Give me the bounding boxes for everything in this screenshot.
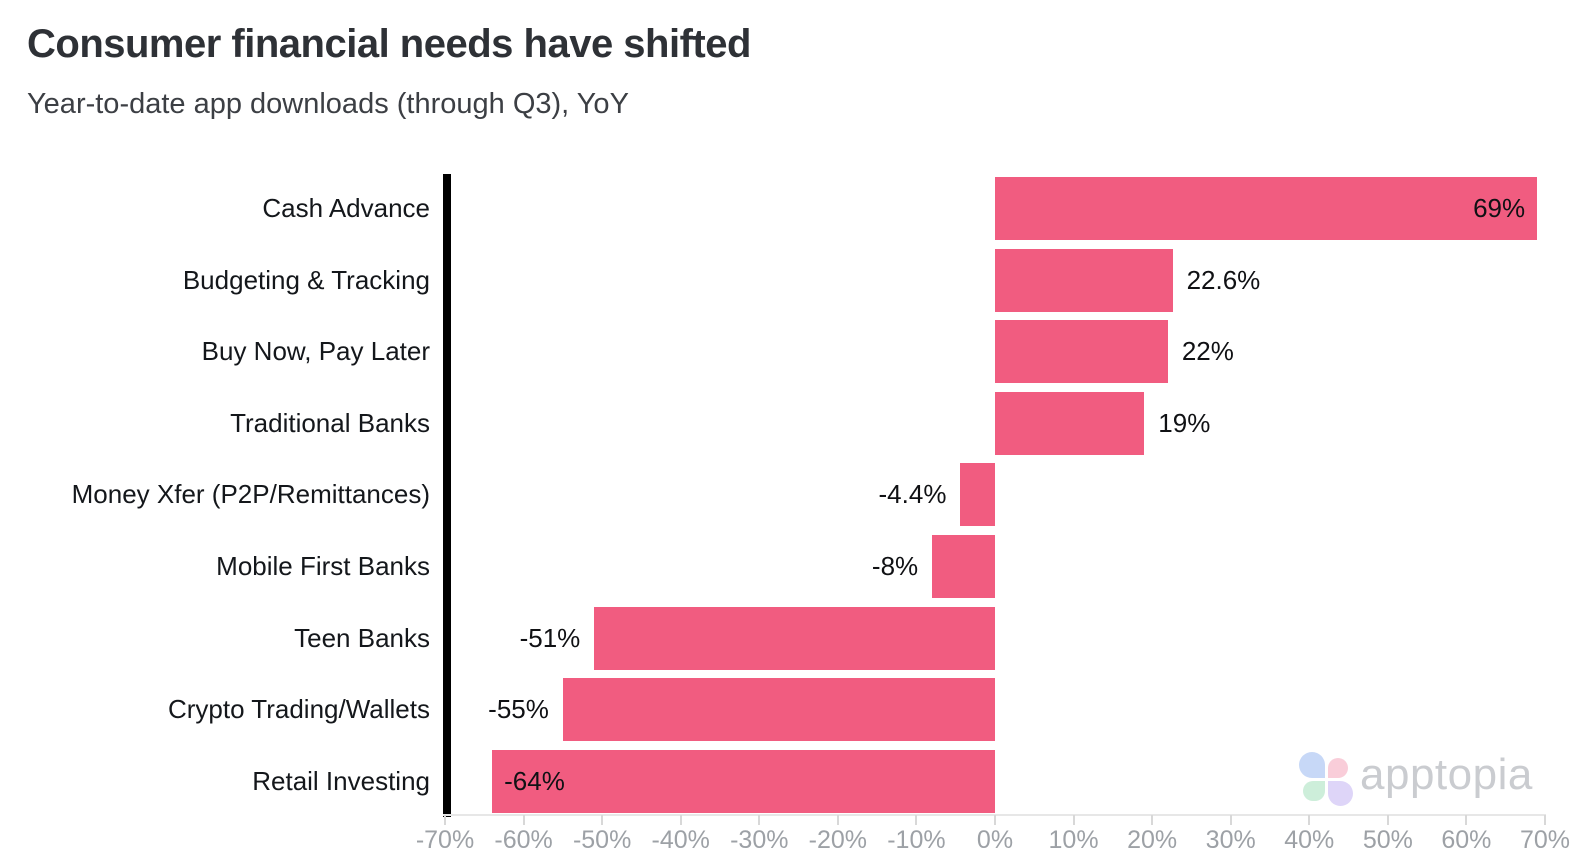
x-tick	[1543, 815, 1546, 825]
category-label: Traditional Banks	[230, 408, 430, 438]
logo-leaf-blue-icon	[1299, 752, 1325, 778]
x-tick-label: 40%	[1284, 826, 1335, 854]
x-tick-label: 50%	[1362, 826, 1413, 854]
x-tick-label: -40%	[651, 826, 710, 854]
x-tick	[679, 815, 682, 825]
bar	[995, 392, 1145, 455]
value-label: 22.6%	[1186, 265, 1261, 295]
x-tick-label: 20%	[1127, 826, 1178, 854]
x-tick	[1072, 815, 1075, 825]
bar	[594, 607, 995, 670]
x-tick-label: 10%	[1048, 826, 1099, 854]
logo-leaf-purple-icon	[1328, 781, 1353, 806]
category-label: Crypto Trading/Wallets	[167, 694, 430, 724]
x-tick-label: -20%	[808, 826, 868, 854]
value-label: 22%	[1181, 336, 1234, 366]
chart-title: Consumer financial needs have shifted	[27, 22, 751, 66]
category-label: Cash Advance	[262, 193, 430, 223]
bar	[995, 320, 1168, 383]
bar	[995, 249, 1173, 312]
value-label: 69%	[1473, 193, 1526, 223]
x-tick	[1151, 815, 1154, 825]
x-tick	[994, 815, 996, 825]
x-tick-label: 60%	[1441, 826, 1492, 854]
value-label: -55%	[488, 694, 549, 724]
y-axis-line	[443, 174, 451, 817]
x-tick-label: 0%	[976, 826, 1014, 854]
bar	[562, 678, 995, 741]
category-label: Money Xfer (P2P/Remittances)	[71, 479, 430, 509]
x-tick-label: -50%	[572, 826, 632, 854]
category-label: Retail Investing	[252, 766, 430, 796]
value-label: -64%	[504, 766, 565, 796]
x-tick	[1465, 815, 1468, 825]
value-label: -4.4%	[878, 479, 947, 509]
x-tick-label: 70%	[1519, 826, 1570, 854]
x-tick	[522, 815, 525, 825]
x-tick	[836, 815, 839, 825]
bar	[932, 535, 995, 598]
value-label: -51%	[519, 623, 581, 653]
x-tick	[1229, 815, 1232, 825]
x-tick-label: -10%	[887, 826, 946, 854]
x-tick	[1308, 815, 1311, 825]
chart-subtitle: Year-to-date app downloads (through Q3),…	[27, 88, 629, 120]
x-tick	[1386, 815, 1389, 825]
category-label: Buy Now, Pay Later	[201, 336, 430, 366]
x-tick-label: -30%	[730, 826, 789, 854]
bar	[995, 177, 1538, 240]
bar	[492, 750, 995, 813]
x-tick	[758, 815, 761, 825]
value-label: -8%	[871, 551, 919, 581]
x-tick	[601, 815, 604, 825]
logo-leaf-pink-icon	[1328, 758, 1348, 778]
value-label: 19%	[1158, 408, 1211, 438]
category-label: Mobile First Banks	[216, 551, 430, 581]
bar	[960, 463, 995, 526]
x-tick	[444, 815, 446, 825]
apptopia-wordmark: apptopia	[1360, 750, 1533, 799]
x-tick-label: -70%	[415, 826, 475, 854]
logo-leaf-green-icon	[1303, 781, 1325, 801]
x-tick	[915, 815, 918, 825]
category-label: Budgeting & Tracking	[182, 265, 430, 295]
x-tick-label: -60%	[494, 826, 553, 854]
x-tick-label: 30%	[1205, 826, 1256, 854]
category-label: Teen Banks	[294, 623, 430, 653]
